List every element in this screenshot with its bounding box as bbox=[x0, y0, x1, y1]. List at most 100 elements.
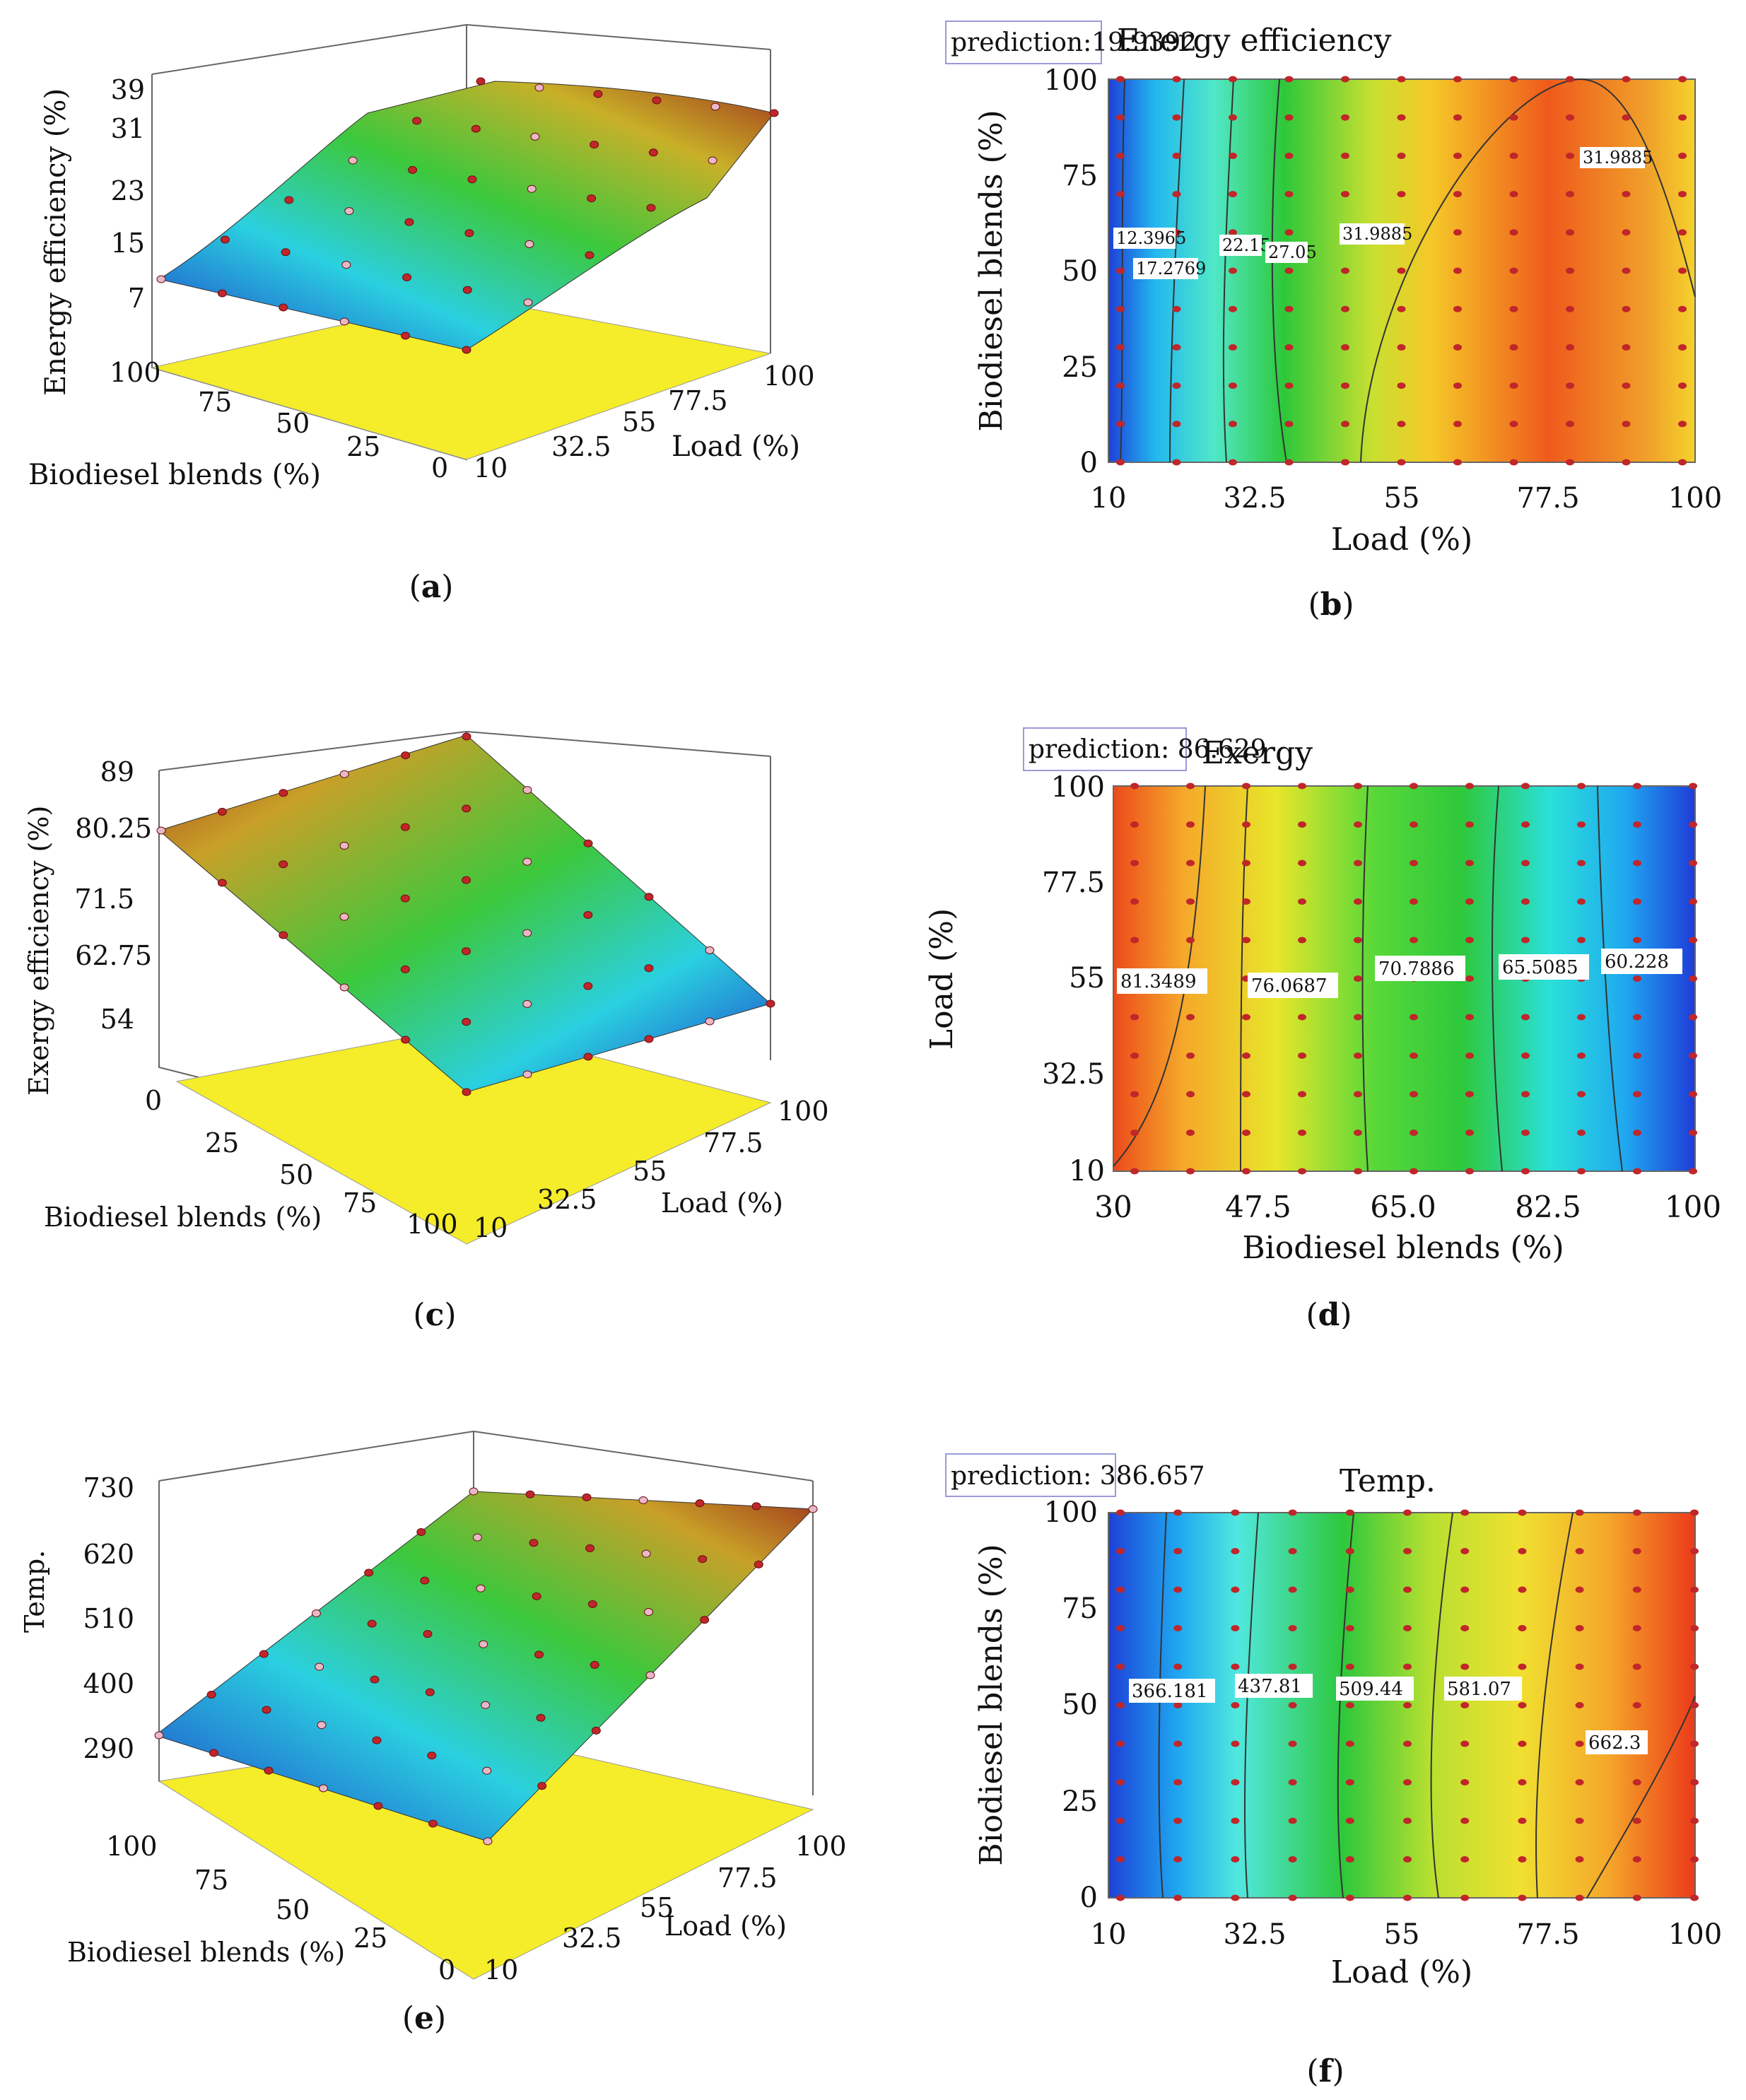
chart-f-grid-point bbox=[1173, 1663, 1183, 1670]
chart-d-grid-point bbox=[1242, 1130, 1250, 1136]
chart-d-grid-point bbox=[1130, 1091, 1139, 1098]
chart-b-grid-point bbox=[1453, 382, 1462, 389]
chart-a-surface-point bbox=[530, 132, 540, 141]
chart-e-surface-point bbox=[641, 1549, 651, 1558]
chart-b-grid-point bbox=[1341, 459, 1349, 466]
chart-e-surface-point bbox=[483, 1837, 493, 1846]
chart-c-ytick: 25 bbox=[205, 1127, 239, 1158]
chart-b-grid-point bbox=[1622, 344, 1631, 351]
chart-d-grid-point bbox=[1577, 1014, 1586, 1021]
chart-c-xlabel: Load (%) bbox=[661, 1187, 783, 1219]
chart-f-grid-point bbox=[1460, 1856, 1470, 1863]
chart-d-grid-point bbox=[1298, 1130, 1306, 1136]
chart-d-grid-point bbox=[1354, 782, 1362, 790]
chart-d-ytick: 32.5 bbox=[1042, 1058, 1105, 1091]
chart-f-grid-point bbox=[1403, 1702, 1412, 1708]
chart-f-xtick: 32.5 bbox=[1223, 1918, 1286, 1951]
chart-e-surface-point bbox=[469, 1487, 479, 1496]
chart-f-grid-point bbox=[1173, 1817, 1183, 1824]
chart-b-xtick: 32.5 bbox=[1223, 482, 1286, 515]
chart-b-grid-point bbox=[1453, 267, 1462, 274]
chart-f-grid-point bbox=[1518, 1548, 1527, 1554]
chart-d-contour-label: 60.228 bbox=[1605, 951, 1669, 973]
chart-e-surface-point bbox=[209, 1749, 218, 1757]
chart-b-grid-point bbox=[1622, 305, 1631, 312]
chart-f-ytick: 50 bbox=[1062, 1689, 1098, 1721]
chart-e-ytick: 25 bbox=[353, 1923, 387, 1954]
chart-f-grid-point bbox=[1518, 1702, 1527, 1708]
chart-f-grid-point bbox=[1231, 1663, 1240, 1670]
chart-a-surface-point bbox=[217, 289, 227, 298]
chart-d-grid-point bbox=[1689, 898, 1697, 905]
chart-e-surface-point bbox=[591, 1726, 601, 1735]
chart-d-grid-point bbox=[1465, 821, 1474, 828]
chart-f-grid-point bbox=[1345, 1779, 1354, 1785]
chart-b-grid-point bbox=[1229, 267, 1237, 274]
chart-c-surface-point bbox=[462, 732, 471, 741]
chart-f-grid-point bbox=[1460, 1509, 1470, 1516]
chart-e-ytick: 0 bbox=[438, 1954, 455, 1985]
chart-e-surface-points bbox=[154, 1487, 818, 1846]
chart-a-surface-point bbox=[281, 248, 291, 257]
chart-b-grid-point bbox=[1172, 152, 1181, 159]
chart-a-ytick: 100 bbox=[110, 357, 161, 388]
chart-c-surface-point bbox=[583, 839, 593, 847]
chart-e-surface-point bbox=[645, 1671, 655, 1679]
chart-b-grid-point bbox=[1172, 344, 1181, 351]
chart-f-grid-point bbox=[1116, 1702, 1125, 1708]
chart-f-grid-point bbox=[1632, 1663, 1641, 1670]
chart-d-grid-point bbox=[1577, 937, 1586, 944]
chart-f-grid-point bbox=[1460, 1625, 1470, 1631]
chart-c-surface-point bbox=[583, 982, 593, 990]
chart-a-surface-point bbox=[652, 96, 662, 105]
chart-c-xtick: 77.5 bbox=[703, 1127, 763, 1158]
chart-d-grid-point bbox=[1298, 782, 1306, 790]
chart-f-grid-point bbox=[1632, 1817, 1641, 1824]
chart-d-grid-point bbox=[1298, 1168, 1306, 1175]
chart-a-surface-point bbox=[284, 196, 294, 204]
chart-f-grid-point bbox=[1632, 1548, 1641, 1554]
chart-f-contour: 366.181 437.81 509.44 581.07 662.3 predi… bbox=[945, 1453, 1722, 2089]
chart-a-surface-point bbox=[339, 317, 349, 326]
chart-d-grid-point bbox=[1577, 860, 1586, 867]
chart-b-grid-point bbox=[1341, 191, 1349, 198]
chart-e-surface-point bbox=[364, 1568, 374, 1577]
chart-d-grid-point bbox=[1410, 898, 1418, 905]
chart-e-xtick: 100 bbox=[795, 1831, 847, 1862]
chart-d-grid-point bbox=[1130, 937, 1139, 944]
chart-b-grid-point bbox=[1678, 229, 1687, 236]
chart-a-xlabel: Load (%) bbox=[672, 430, 800, 463]
chart-c-ztick: 89 bbox=[100, 756, 134, 787]
chart-f-contour-label: 581.07 bbox=[1447, 1679, 1511, 1700]
chart-b-grid-point bbox=[1284, 76, 1294, 83]
chart-d-grid-point bbox=[1465, 937, 1474, 944]
chart-b-grid-point bbox=[1566, 421, 1574, 428]
chart-a-surface-point bbox=[585, 251, 594, 259]
chart-b-grid-point bbox=[1341, 76, 1349, 83]
chart-d-grid-point bbox=[1410, 937, 1418, 944]
chart-b-grid-point bbox=[1622, 459, 1631, 466]
chart-b-grid-point bbox=[1397, 421, 1406, 428]
chart-b-grid-point bbox=[1116, 76, 1125, 83]
chart-e-surface-point bbox=[536, 1713, 546, 1722]
chart-d-grid-point bbox=[1689, 1014, 1697, 1021]
chart-b-grid-point bbox=[1566, 382, 1574, 389]
chart-b-grid-point bbox=[1622, 76, 1631, 83]
chart-d-xtick: 47.5 bbox=[1225, 1190, 1291, 1224]
chart-e-ztick: 510 bbox=[83, 1603, 134, 1634]
chart-f-grid-point bbox=[1575, 1894, 1584, 1901]
chart-e-surface-point bbox=[312, 1609, 321, 1617]
chart-f-grid-point bbox=[1575, 1663, 1584, 1670]
chart-b-grid-point bbox=[1229, 382, 1237, 389]
chart-e-xtick: 77.5 bbox=[717, 1863, 778, 1894]
chart-b-grid-point bbox=[1229, 76, 1237, 83]
chart-e-ytick: 100 bbox=[106, 1831, 158, 1862]
chart-f-grid-point bbox=[1690, 1740, 1699, 1747]
chart-f-grid-point bbox=[1575, 1586, 1584, 1593]
chart-f-grid-point bbox=[1690, 1894, 1699, 1901]
chart-f-grid-point bbox=[1632, 1509, 1641, 1516]
chart-d-grid-point bbox=[1186, 1091, 1195, 1098]
chart-b-grid-point bbox=[1509, 114, 1518, 121]
chart-d-xtick: 30 bbox=[1094, 1190, 1132, 1224]
chart-b-grid-point bbox=[1229, 114, 1237, 121]
